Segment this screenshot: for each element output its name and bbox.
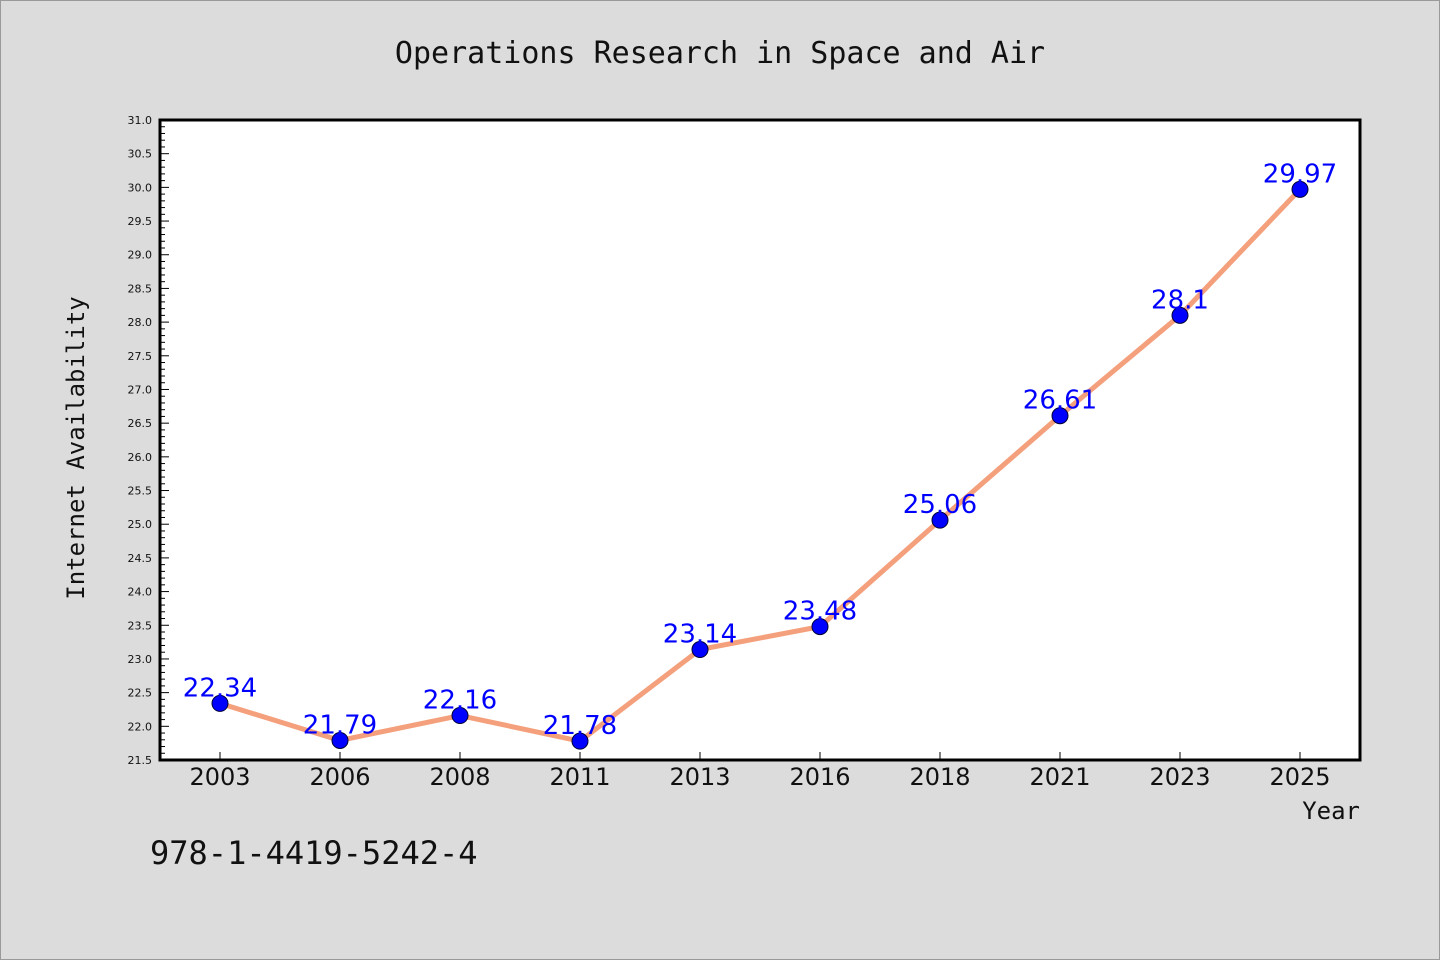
data-label: 21.79 <box>303 710 377 740</box>
y-tick-label: 26.0 <box>128 451 153 464</box>
data-point <box>571 732 589 750</box>
y-tick-label: 21.5 <box>128 754 153 767</box>
y-tick-label: 22.5 <box>128 687 153 700</box>
data-label: 22.16 <box>423 686 497 716</box>
data-point <box>931 511 949 529</box>
data-label: 28.1 <box>1151 285 1209 315</box>
y-tick-label: 28.5 <box>128 282 153 295</box>
series-line <box>217 186 1303 744</box>
y-tick-label: 29.0 <box>128 249 153 262</box>
x-tick-label: 2013 <box>669 763 730 791</box>
data-point <box>1291 180 1309 198</box>
y-tick-label: 30.0 <box>128 181 153 194</box>
data-point <box>811 618 829 636</box>
y-axis-label: Internet Availability <box>62 296 90 599</box>
data-point <box>211 694 229 712</box>
data-label: 22.34 <box>183 673 257 703</box>
y-tick-label: 26.5 <box>128 417 153 430</box>
y-tick-label: 29.5 <box>128 215 153 228</box>
y-tick-label: 28.0 <box>128 316 153 329</box>
data-label: 23.14 <box>663 620 737 650</box>
x-tick-label: 2011 <box>549 763 610 791</box>
y-tick-label: 27.5 <box>128 350 153 363</box>
y-tick-label: 25.0 <box>128 518 153 531</box>
x-tick-label: 2021 <box>1029 763 1090 791</box>
data-point <box>451 707 469 725</box>
data-label: 26.61 <box>1023 386 1097 416</box>
y-tick-label: 30.5 <box>128 148 153 161</box>
data-point <box>1051 407 1069 425</box>
series-points-group <box>211 180 1309 750</box>
data-point <box>331 731 349 749</box>
x-tick-label: 2025 <box>1269 763 1330 791</box>
isbn-text: 978-1-4419-5242-4 <box>150 834 478 872</box>
plot-area <box>158 118 1362 762</box>
y-tick-label: 24.5 <box>128 552 153 565</box>
y-tick-label: 25.5 <box>128 485 153 498</box>
data-label: 23.48 <box>783 597 857 627</box>
data-label: 29.97 <box>1263 159 1337 189</box>
x-axis-ticks: 2003 2006 2008 2011 2013 2016 2018 2021 2023 2025 <box>189 752 1331 791</box>
y-tick-label: 22.0 <box>128 720 153 733</box>
y-axis-ticks: 21.5 22.0 22.5 23.0 23.5 24.0 24.5 25.0 25.5 26.0… <box>128 114 169 767</box>
data-label: 25.06 <box>903 490 977 520</box>
x-tick-label: 2016 <box>789 763 850 791</box>
y-tick-label: 24.0 <box>128 586 153 599</box>
chart-title: Operations Research in Space and Air <box>395 36 1045 71</box>
x-axis-label: Year <box>1302 797 1360 825</box>
y-tick-label: 27.0 <box>128 383 153 396</box>
x-tick-label: 2023 <box>1149 763 1210 791</box>
y-tick-label: 31.0 <box>128 114 153 127</box>
y-tick-label: 23.0 <box>128 653 153 666</box>
x-tick-label: 2008 <box>429 763 490 791</box>
data-point <box>1171 306 1189 324</box>
data-point <box>691 641 709 659</box>
x-tick-label: 2018 <box>909 763 970 791</box>
data-labels-group: 22.34 21.79 22.16 21.78 23.14 23.48 25.06 26.61… <box>183 159 1337 741</box>
x-tick-label: 2003 <box>189 763 250 791</box>
series-line-group <box>217 186 1303 744</box>
x-tick-label: 2006 <box>309 763 370 791</box>
data-label: 21.78 <box>543 711 617 741</box>
y-tick-label: 23.5 <box>128 619 153 632</box>
